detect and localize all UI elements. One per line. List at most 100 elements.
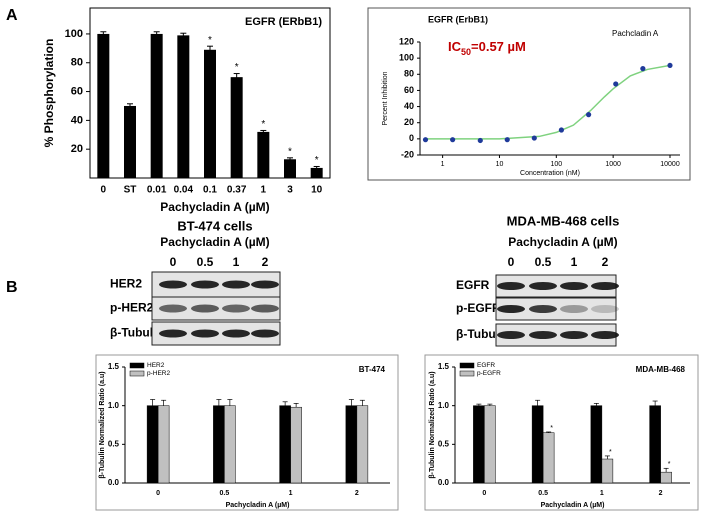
bar xyxy=(590,405,603,484)
legend-label: EGFR xyxy=(477,362,495,369)
y-tick-label: 0.5 xyxy=(438,439,450,448)
bar xyxy=(97,33,110,178)
blot-title: BT-474 cells xyxy=(177,218,252,233)
lane-label: 0.5 xyxy=(535,255,552,269)
ic50-suffix: =0.57 µM xyxy=(471,39,526,54)
blot-band xyxy=(497,282,525,290)
blot-band xyxy=(591,282,619,290)
blot-band xyxy=(560,331,588,339)
x-tick-label: 100 xyxy=(550,161,562,168)
y-tick-label: 60 xyxy=(404,85,414,95)
panel-label: A xyxy=(6,7,18,24)
panel-frame xyxy=(367,7,691,181)
blot-band xyxy=(191,280,219,289)
chart-title: EGFR (ErbB1) xyxy=(428,14,488,24)
lane-label: 1 xyxy=(571,255,578,269)
significance-mark: * xyxy=(550,425,553,432)
blot-band xyxy=(222,329,250,338)
ic50-annotation: IC50=0.57 µM xyxy=(448,39,526,57)
bar xyxy=(531,405,544,484)
bar xyxy=(157,405,170,484)
panel-label: B xyxy=(6,279,18,296)
bar xyxy=(146,405,159,484)
significance-mark: * xyxy=(288,146,292,157)
data-point xyxy=(558,127,565,133)
y-tick-label: -20 xyxy=(401,149,414,159)
x-tick-label: 0 xyxy=(101,185,107,196)
bar xyxy=(150,33,163,178)
y-tick-label: 1.5 xyxy=(438,362,450,371)
x-tick-label: 1 xyxy=(261,185,267,196)
bar xyxy=(213,405,225,484)
data-point xyxy=(613,81,619,87)
blot-row-label: EGFR xyxy=(456,278,490,292)
x-tick-label: 10 xyxy=(311,185,323,196)
bar xyxy=(660,471,672,484)
y-tick-label: 0.0 xyxy=(108,478,120,487)
y-tick-label: 120 xyxy=(399,36,414,46)
x-tick-label: 0 xyxy=(482,490,486,497)
data-point xyxy=(450,137,456,143)
legend-swatch xyxy=(459,362,475,369)
y-tick-label: 1.5 xyxy=(108,362,120,371)
blot-band xyxy=(529,305,557,313)
blot-band xyxy=(251,329,279,338)
fit-curve xyxy=(425,64,671,140)
data-point xyxy=(422,137,429,143)
x-tick-label: 1 xyxy=(289,490,293,497)
x-tick-label: 2 xyxy=(355,490,359,497)
blot-band xyxy=(591,305,619,313)
blot-axis-label: Pachycladin A (µM) xyxy=(160,235,269,249)
significance-mark: * xyxy=(208,35,212,46)
bar xyxy=(290,406,302,484)
legend-swatch xyxy=(459,370,475,377)
significance-mark: * xyxy=(609,449,612,456)
bar xyxy=(473,405,485,484)
blot-band xyxy=(159,329,187,338)
bar xyxy=(204,49,216,178)
data-point xyxy=(477,137,483,144)
significance-mark: * xyxy=(668,461,671,468)
blot-row-label: p-HER2 xyxy=(110,301,154,315)
x-tick-label: 0.01 xyxy=(147,185,167,196)
x-tick-label: 1 xyxy=(441,161,445,168)
significance-mark: * xyxy=(235,62,239,73)
y-tick-label: 0 xyxy=(409,133,414,143)
bar xyxy=(284,159,296,178)
data-point xyxy=(531,135,537,141)
y-tick-label: 0.5 xyxy=(108,439,120,448)
x-tick-label: 0.5 xyxy=(538,490,548,497)
blot-band xyxy=(251,304,279,313)
bar xyxy=(177,35,190,179)
y-axis-label: % Phosphorylation xyxy=(42,39,56,148)
blot-band xyxy=(222,304,250,313)
legend-swatch xyxy=(129,362,145,369)
x-axis-label: Pachycladin A (µM) xyxy=(160,200,269,214)
significance-mark: * xyxy=(261,119,265,130)
blot-title: MDA-MB-468 cells xyxy=(507,213,620,228)
y-tick-label: 20 xyxy=(404,117,414,127)
legend-label: p-EGFR xyxy=(477,370,501,377)
y-tick-label: 100 xyxy=(65,28,83,40)
bar xyxy=(356,405,369,484)
blot-band xyxy=(159,280,187,289)
legend-label: Pachcladin A xyxy=(612,29,659,38)
x-tick-label: 1000 xyxy=(605,161,621,168)
chart-title: BT-474 xyxy=(359,365,386,374)
legend-label: HER2 xyxy=(147,362,165,369)
y-tick-label: 60 xyxy=(71,85,83,97)
bar xyxy=(279,405,291,484)
data-point xyxy=(504,137,510,143)
y-tick-label: 1.0 xyxy=(108,401,120,410)
chart-title: MDA-MB-468 xyxy=(636,365,686,374)
lane-label: 0.5 xyxy=(197,255,214,269)
chart-title: EGFR (ERbB1) xyxy=(245,16,322,28)
bar xyxy=(224,405,236,484)
bar xyxy=(257,131,270,178)
x-tick-label: 0.37 xyxy=(227,185,247,196)
x-axis-label: Pachycladin A (µM) xyxy=(541,502,605,509)
y-axis-label: Percent Inhibition xyxy=(382,71,389,125)
y-tick-label: 80 xyxy=(404,69,414,79)
blot-row-label: β-Tubulin xyxy=(110,326,164,340)
y-tick-label: 20 xyxy=(71,143,83,155)
